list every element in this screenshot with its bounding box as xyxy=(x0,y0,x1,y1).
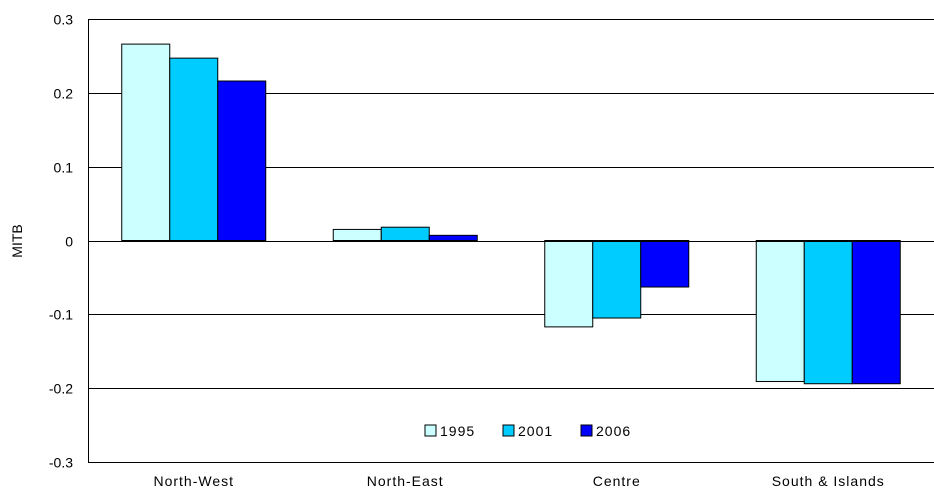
x-category-labels: North-West North-East Centre South & Island… xyxy=(153,473,885,489)
bar-1995 xyxy=(332,228,382,242)
y-tick-label: -0.2 xyxy=(49,381,73,397)
bar-2001 xyxy=(380,226,430,242)
y-tick-labels: 0.3 0.2 0.1 0 -0.1 -0.2 -0.3 xyxy=(49,12,73,471)
bar-2001 xyxy=(803,240,853,385)
bar-2006 xyxy=(851,240,901,385)
bar-1995 xyxy=(755,240,805,383)
bars xyxy=(121,43,901,385)
bar-2006 xyxy=(640,240,690,288)
legend-label: 2006 xyxy=(596,423,631,439)
bar-2001 xyxy=(592,240,642,319)
axes xyxy=(88,19,934,462)
bar-2006 xyxy=(217,80,267,241)
legend: 1995 2001 2006 xyxy=(424,423,631,439)
y-tick-label: -0.3 xyxy=(49,455,73,471)
x-category-label: Centre xyxy=(593,473,641,489)
y-tick-label: 0.1 xyxy=(54,160,74,176)
bar-1995 xyxy=(121,43,171,241)
x-category-label: North-East xyxy=(367,473,444,489)
legend-swatch xyxy=(580,424,593,437)
x-category-label: North-West xyxy=(153,473,234,489)
y-tick-label: 0 xyxy=(65,234,73,250)
y-tick-label: 0.3 xyxy=(54,12,74,28)
bar-1995 xyxy=(544,240,594,328)
y-axis-title: MITB xyxy=(9,224,25,257)
bar-2001 xyxy=(169,57,219,241)
y-tick-label: -0.1 xyxy=(49,307,73,323)
legend-swatch xyxy=(424,424,437,437)
legend-label: 2001 xyxy=(518,423,553,439)
y-tick-label: 0.2 xyxy=(54,86,74,102)
legend-label: 1995 xyxy=(440,423,475,439)
legend-swatch xyxy=(502,424,515,437)
bar-2006 xyxy=(428,234,478,241)
x-category-label: South & Islands xyxy=(772,473,885,489)
